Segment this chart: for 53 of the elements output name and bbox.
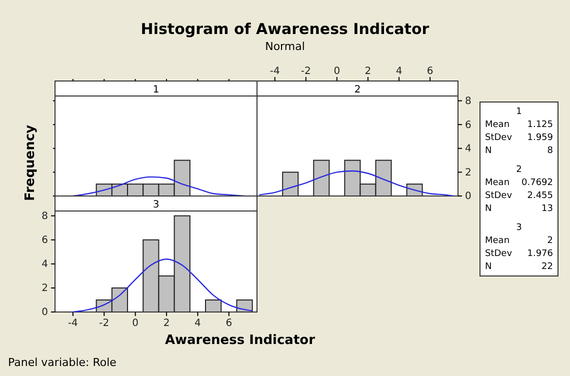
line-series: [258, 170, 454, 197]
text: 2: [516, 165, 522, 175]
x-tick-label: 0: [132, 318, 139, 330]
chart-title: 2: [354, 84, 361, 96]
y-tick-label: 2: [465, 167, 472, 178]
text: 2: [547, 236, 553, 246]
chart-title: 3: [152, 200, 160, 210]
text: StDev: [485, 133, 513, 143]
x-axis-title: Awareness Indicator: [164, 333, 316, 348]
text: Panel variable: Role: [8, 356, 117, 369]
x-tick-label: 0: [334, 66, 340, 77]
text: N: [485, 146, 492, 156]
text: Histogram of Awareness Indicator: [140, 20, 430, 38]
x-tick-label: 6: [226, 318, 232, 330]
text: 1: [516, 107, 522, 117]
text: Normal: [265, 40, 305, 53]
y-tick-label: 4: [465, 144, 472, 155]
chart-title: 1: [152, 84, 160, 96]
text: StDev: [485, 249, 513, 259]
text: N: [485, 262, 492, 272]
x-tick-label: -4: [270, 66, 280, 77]
text: 2.455: [527, 191, 553, 201]
x-tick-label: -2: [300, 66, 311, 77]
x-tick-label: -4: [68, 318, 78, 330]
y-tick-label: 6: [465, 120, 472, 131]
x-tick-label: 2: [163, 318, 170, 330]
y-tick-label: 4: [42, 259, 48, 270]
y-tick-label: 0: [465, 191, 472, 202]
text: N: [485, 204, 492, 214]
text: 1.125: [527, 120, 553, 130]
y-axis-title: Frequency: [23, 124, 38, 202]
text: 13: [542, 204, 553, 214]
text: Mean: [485, 236, 510, 246]
y-tick-label: 6: [42, 235, 48, 246]
text: 0.7692: [522, 178, 553, 188]
text: 8: [547, 146, 554, 156]
text: Mean: [485, 120, 510, 130]
x-tick-label: 2: [364, 66, 372, 77]
text: StDev: [485, 191, 513, 201]
text: 3: [516, 223, 522, 233]
y-tick-label: 0: [42, 307, 48, 318]
y-tick-label: 2: [42, 283, 48, 294]
x-tick-label: 4: [396, 66, 402, 77]
text: 22: [542, 262, 553, 272]
x-tick-label: -2: [99, 318, 110, 330]
text: 1.959: [527, 133, 554, 143]
x-tick-label: 6: [426, 66, 434, 77]
y-tick-label: 8: [465, 96, 472, 107]
y-tick-label: 8: [42, 211, 48, 222]
line-series: [72, 258, 253, 313]
text: Mean: [485, 178, 510, 188]
x-tick-label: 4: [194, 318, 201, 330]
text: 1.976: [527, 249, 554, 259]
